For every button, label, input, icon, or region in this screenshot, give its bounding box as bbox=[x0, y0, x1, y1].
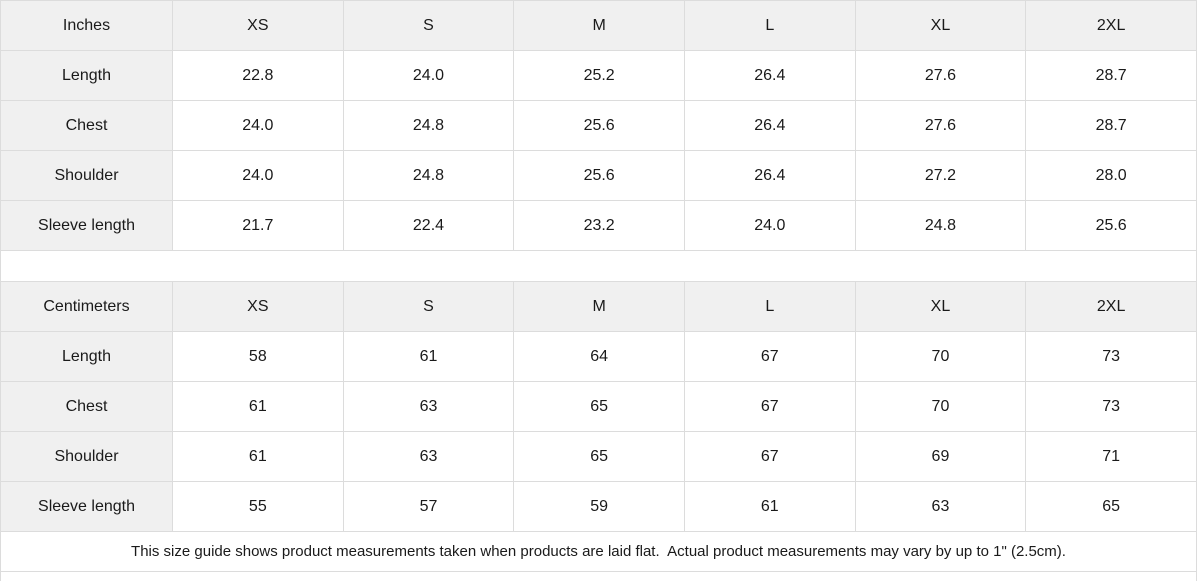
footer-note: This size guide shows product measuremen… bbox=[131, 543, 1066, 560]
unit-header-cell-centimeters: Centimeters bbox=[0, 281, 173, 332]
size-header-cell-2xl: 2XL bbox=[1025, 281, 1197, 332]
row-label-cell: Chest bbox=[0, 381, 173, 432]
value-cell: 70 bbox=[854, 331, 1027, 382]
value-cell: 25.6 bbox=[1025, 200, 1197, 251]
value-cell: 26.4 bbox=[683, 100, 856, 151]
value-cell: 21.7 bbox=[172, 200, 344, 251]
size-table-inches: Inches XS S M L XL 2XL Length 22.8 24.0 25.2 26.4 27… bbox=[0, 0, 1197, 251]
value-cell: 63 bbox=[342, 431, 515, 482]
value-cell: 25.6 bbox=[513, 100, 685, 151]
size-header-cell-m: M bbox=[513, 281, 685, 332]
value-cell: 65 bbox=[1025, 481, 1197, 532]
value-cell: 64 bbox=[513, 331, 685, 382]
table-row: Shoulder 61 63 65 67 69 71 bbox=[0, 431, 1197, 482]
value-cell: 59 bbox=[513, 481, 685, 532]
table-row: Length 22.8 24.0 25.2 26.4 27.6 28.7 bbox=[0, 50, 1197, 101]
value-cell: 61 bbox=[683, 481, 856, 532]
value-cell: 22.4 bbox=[342, 200, 515, 251]
row-label-cell: Shoulder bbox=[0, 431, 173, 482]
value-cell: 22.8 bbox=[172, 50, 344, 101]
value-cell: 58 bbox=[172, 331, 344, 382]
value-cell: 73 bbox=[1025, 381, 1197, 432]
row-label-cell: Shoulder bbox=[0, 150, 173, 201]
value-cell: 28.7 bbox=[1025, 100, 1197, 151]
value-cell: 63 bbox=[854, 481, 1027, 532]
value-cell: 24.0 bbox=[172, 150, 344, 201]
value-cell: 25.6 bbox=[513, 150, 685, 201]
value-cell: 71 bbox=[1025, 431, 1197, 482]
value-cell: 61 bbox=[172, 381, 344, 432]
unit-header-cell-inches: Inches bbox=[0, 0, 173, 51]
table-row: Sleeve length 21.7 22.4 23.2 24.0 24.8 25.6 bbox=[0, 200, 1197, 251]
row-label-cell: Sleeve length bbox=[0, 481, 173, 532]
row-label-cell: Length bbox=[0, 331, 173, 382]
value-cell: 67 bbox=[683, 331, 856, 382]
size-header-cell-s: S bbox=[342, 0, 515, 51]
value-cell: 65 bbox=[513, 431, 685, 482]
size-header-cell-l: L bbox=[683, 0, 856, 51]
size-header-cell-xl: XL bbox=[854, 0, 1027, 51]
value-cell: 27.6 bbox=[854, 100, 1027, 151]
size-header-cell-xs: XS bbox=[172, 0, 344, 51]
table-row: Shoulder 24.0 24.8 25.6 26.4 27.2 28.0 bbox=[0, 150, 1197, 201]
row-label-cell: Length bbox=[0, 50, 173, 101]
size-header-cell-s: S bbox=[342, 281, 515, 332]
value-cell: 69 bbox=[854, 431, 1027, 482]
size-header-cell-m: M bbox=[513, 0, 685, 51]
header-row-centimeters: Centimeters XS S M L XL 2XL bbox=[0, 281, 1197, 332]
value-cell: 28.7 bbox=[1025, 50, 1197, 101]
value-cell: 27.2 bbox=[854, 150, 1027, 201]
value-cell: 24.8 bbox=[342, 100, 515, 151]
value-cell: 61 bbox=[172, 431, 344, 482]
value-cell: 63 bbox=[342, 381, 515, 432]
value-cell: 65 bbox=[513, 381, 685, 432]
header-row-inches: Inches XS S M L XL 2XL bbox=[0, 0, 1197, 51]
table-gap bbox=[0, 251, 1197, 281]
size-header-cell-xl: XL bbox=[854, 281, 1027, 332]
value-cell: 27.6 bbox=[854, 50, 1027, 101]
size-table-inches-wrap: Inches XS S M L XL 2XL Length 22.8 24.0 25.2 26.4 27… bbox=[0, 0, 1197, 251]
value-cell: 25.2 bbox=[513, 50, 685, 101]
table-row: Chest 24.0 24.8 25.6 26.4 27.6 28.7 bbox=[0, 100, 1197, 151]
table-row: Sleeve length 55 57 59 61 63 65 bbox=[0, 481, 1197, 532]
table-row: Length 58 61 64 67 70 73 bbox=[0, 331, 1197, 382]
value-cell: 26.4 bbox=[683, 50, 856, 101]
value-cell: 67 bbox=[683, 431, 856, 482]
value-cell: 67 bbox=[683, 381, 856, 432]
value-cell: 24.0 bbox=[172, 100, 344, 151]
value-cell: 55 bbox=[172, 481, 344, 532]
size-header-cell-l: L bbox=[683, 281, 856, 332]
size-table-centimeters-wrap: Centimeters XS S M L XL 2XL Length 58 61 64 67 70 73 C… bbox=[0, 281, 1197, 532]
value-cell: 24.8 bbox=[342, 150, 515, 201]
value-cell: 24.0 bbox=[683, 200, 856, 251]
value-cell: 24.0 bbox=[342, 50, 515, 101]
row-label-cell: Sleeve length bbox=[0, 200, 173, 251]
value-cell: 57 bbox=[342, 481, 515, 532]
value-cell: 70 bbox=[854, 381, 1027, 432]
size-table-centimeters: Centimeters XS S M L XL 2XL Length 58 61 64 67 70 73 C… bbox=[0, 281, 1197, 532]
value-cell: 61 bbox=[342, 331, 515, 382]
table-row: Chest 61 63 65 67 70 73 bbox=[0, 381, 1197, 432]
value-cell: 26.4 bbox=[683, 150, 856, 201]
size-header-cell-2xl: 2XL bbox=[1025, 0, 1197, 51]
size-header-cell-xs: XS bbox=[172, 281, 344, 332]
value-cell: 28.0 bbox=[1025, 150, 1197, 201]
guide-footer: This size guide shows product measuremen… bbox=[0, 532, 1197, 572]
value-cell: 73 bbox=[1025, 331, 1197, 382]
value-cell: 23.2 bbox=[513, 200, 685, 251]
value-cell: 24.8 bbox=[854, 200, 1027, 251]
row-label-cell: Chest bbox=[0, 100, 173, 151]
